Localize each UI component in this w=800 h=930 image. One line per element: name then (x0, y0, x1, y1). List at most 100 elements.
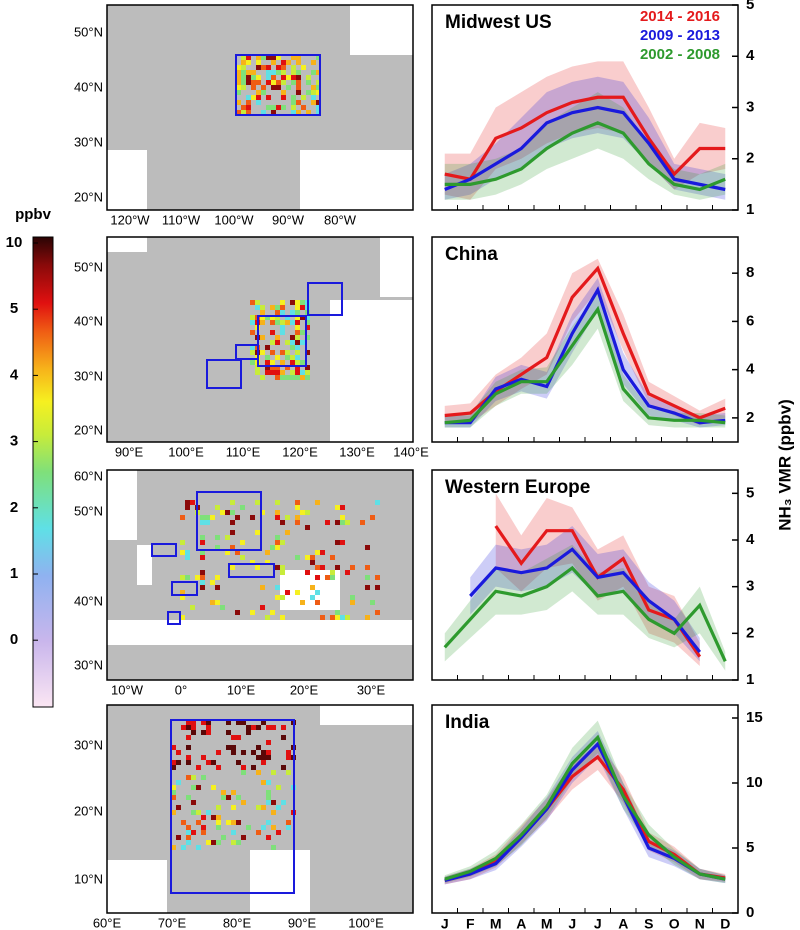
map-cell (291, 100, 296, 105)
y-tick-label: 5 (746, 0, 754, 13)
map-cell (265, 355, 270, 360)
map-cell (220, 510, 225, 515)
map-cell (231, 830, 236, 835)
map-cell (230, 565, 235, 570)
map-cell (290, 355, 295, 360)
panel-title: China (445, 244, 498, 265)
lat-label: 40°N (74, 313, 103, 328)
series-line (444, 95, 726, 182)
map-cell (311, 95, 316, 100)
y-tick-label: 15 (746, 709, 763, 726)
map-cell (295, 310, 300, 315)
map-cell (260, 375, 265, 380)
map-cell (231, 745, 236, 750)
lon-label: 80°E (223, 915, 252, 930)
map-cell (251, 725, 256, 730)
map-cell (290, 335, 295, 340)
map-cell (311, 60, 316, 65)
map-cell (171, 790, 176, 795)
map-cell (200, 570, 205, 575)
map-cell (256, 75, 261, 80)
map-cell (171, 765, 176, 770)
map-cell (231, 805, 236, 810)
map-cell (250, 320, 255, 325)
map-cell (286, 770, 291, 775)
map-cell (310, 560, 315, 565)
map-cell (256, 755, 261, 760)
map-cell (285, 355, 290, 360)
map-cell (241, 80, 246, 85)
map-cell (271, 110, 276, 115)
x-tick-label: A (516, 916, 526, 930)
map-cell (255, 370, 260, 375)
error-band (495, 493, 700, 666)
map-cell (266, 750, 271, 755)
map-cell (375, 500, 380, 505)
map-cell (305, 335, 310, 340)
map-cell (296, 85, 301, 90)
map-cell (265, 360, 270, 365)
map-cell (186, 840, 191, 845)
colorbar-tick-label: 2 (10, 499, 18, 516)
map-cell (295, 500, 300, 505)
map-cell (271, 75, 276, 80)
map-cell (241, 70, 246, 75)
map-cell (221, 790, 226, 795)
map-cell (180, 615, 185, 620)
map-cell (216, 840, 221, 845)
map-cell (275, 375, 280, 380)
map-cell (230, 520, 235, 525)
map-cell (265, 345, 270, 350)
map-cell (211, 760, 216, 765)
map-cell (365, 615, 370, 620)
map-cell (256, 725, 261, 730)
map-cell (185, 505, 190, 510)
map-cell (266, 795, 271, 800)
map-cell (345, 570, 350, 575)
map-cell (276, 805, 281, 810)
lat-label: 30°N (74, 134, 103, 149)
y-tick-label: 5 (746, 484, 754, 501)
map-cell (210, 580, 215, 585)
map-cell (246, 105, 251, 110)
map-cell (256, 90, 261, 95)
map-cell (265, 560, 270, 565)
map-cell (240, 555, 245, 560)
map-cell (266, 75, 271, 80)
map-cell (281, 95, 286, 100)
map-cell (176, 805, 181, 810)
map-ocean (320, 705, 413, 725)
map-cell (241, 750, 246, 755)
map-cell (281, 65, 286, 70)
map-cell (201, 830, 206, 835)
map-cell (281, 735, 286, 740)
map-cell (290, 370, 295, 375)
map-cell (200, 550, 205, 555)
map-cell (315, 600, 320, 605)
map-cell (261, 755, 266, 760)
lat-label: 50°N (74, 259, 103, 274)
map-cell (275, 370, 280, 375)
map-cell (275, 540, 280, 545)
map-cell (266, 755, 271, 760)
map-cell (260, 350, 265, 355)
map-cell (216, 825, 221, 830)
map-cell (261, 780, 266, 785)
map-cell (176, 780, 181, 785)
map-cell (320, 615, 325, 620)
lat-label: 50°N (74, 24, 103, 39)
y-tick-label: 2 (746, 150, 754, 167)
map-cell (270, 340, 275, 345)
map-cell (286, 750, 291, 755)
map-cell (200, 585, 205, 590)
map-cell (276, 65, 281, 70)
map-cell (206, 725, 211, 730)
map-cell (250, 300, 255, 305)
map-cell (180, 590, 185, 595)
map-cell (171, 810, 176, 815)
map-cell (275, 535, 280, 540)
lon-label: 10°W (111, 682, 144, 697)
map-cell (291, 75, 296, 80)
map-cell (290, 300, 295, 305)
map-cell (206, 810, 211, 815)
